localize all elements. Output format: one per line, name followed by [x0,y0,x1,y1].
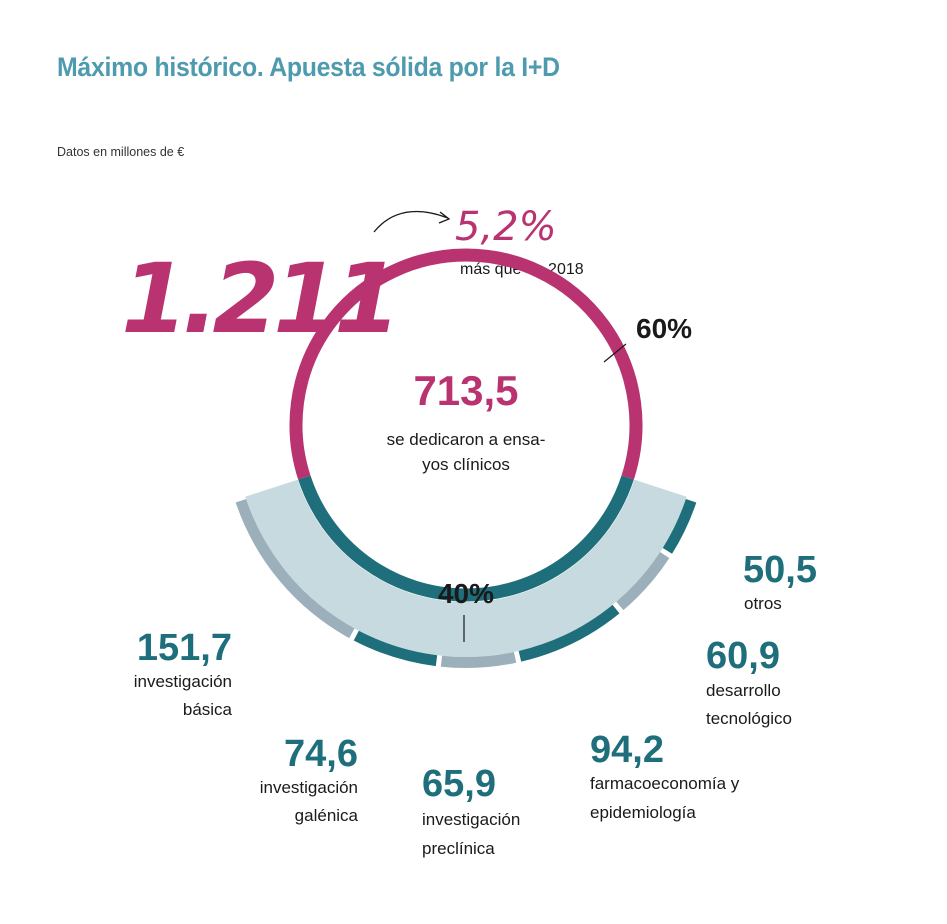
breakdown-label-desarrollo: 60,9 desarrollo tecnológico [706,635,792,728]
breakdown-text-line-2: epidemiología [590,803,696,822]
outer-segment-4 [616,552,670,611]
center-label-line-1: se dedicaron a ensa- [387,430,546,449]
breakdown-text-line-2: galénica [295,806,359,825]
breakdown-value: 94,2 [590,729,664,771]
outer-segment-3 [518,604,620,662]
arc-resto [298,475,634,602]
outer-band [245,479,687,658]
breakdown-label-otros: 50,5 otros [743,549,817,613]
breakdown-label-galenica: 74,6 investigación galénica [260,733,359,825]
breakdown-text-line-1: investigación [422,810,520,829]
center-label-line-2: yos clínicos [422,455,510,474]
breakdown-text-line-1: desarrollo [706,681,781,700]
growth-arrow-head-icon [438,211,451,224]
breakdown-text-line-2: preclínica [422,839,495,858]
inner-ring [289,248,643,602]
breakdown-text-line-1: investigación [134,672,232,691]
breakdown-text-line-2: básica [183,700,233,719]
breakdown-text-line-1: otros [744,594,782,613]
breakdown-value: 60,9 [706,635,780,677]
arc-ensayos-clinicos [289,248,643,480]
breakdown-value: 50,5 [743,549,817,591]
breakdown-text-line-1: investigación [260,778,358,797]
outer-segment-5 [662,499,697,554]
percent-top: 60% [636,313,692,344]
breakdown-label-preclinica: 65,9 investigación preclínica [422,763,520,858]
breakdown-text-line-1: farmacoeconomía y [590,774,740,793]
outer-segment-1 [353,630,438,667]
breakdown-value: 151,7 [137,627,232,669]
chart-title: Máximo histórico. Apuesta sólida por la … [57,52,560,82]
breakdown-value: 65,9 [422,763,496,805]
outer-segment-0 [235,499,355,639]
growth-arrow-icon [373,210,449,233]
percent-top-leader [603,343,627,363]
percent-bottom: 40% [438,578,494,609]
growth-percent: 5,2% [455,204,557,250]
chart-subtitle: Datos en millones de € [57,145,185,159]
center-value: 713,5 [413,367,518,414]
breakdown-label-basica: 151,7 investigación básica [134,627,233,719]
breakdown-label-farmacoeconomia: 94,2 farmacoeconomía y epidemiología [590,729,740,822]
breakdown-text-line-2: tecnológico [706,709,792,728]
outer-segment-2 [440,651,517,669]
outer-breakdown-ring [235,479,697,669]
breakdown-value: 74,6 [284,733,358,775]
